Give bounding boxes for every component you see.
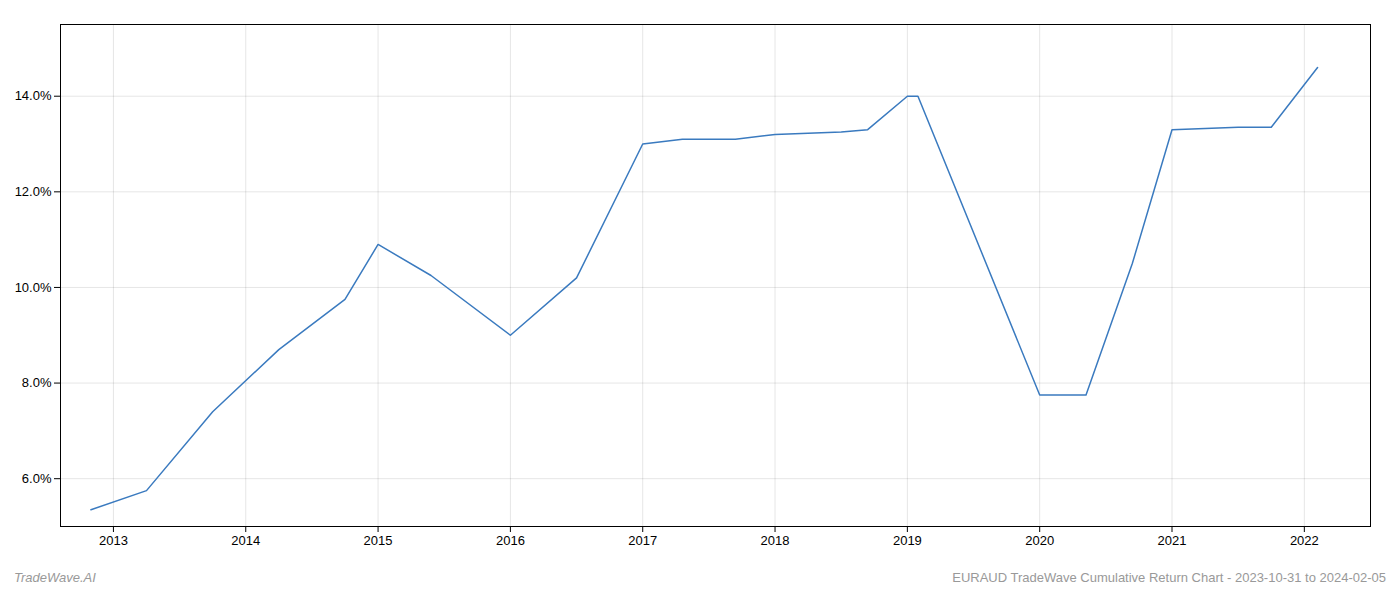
html-text:EURAUD TradeWave Cumulative Re: EURAUD TradeWave Cumulative Return Chart… — [952, 570, 1386, 585]
svg-text:2014: 2014 — [231, 533, 260, 548]
svg-text:2021: 2021 — [1158, 533, 1187, 548]
svg-text:2013: 2013 — [99, 533, 128, 548]
svg-text:2019: 2019 — [893, 533, 922, 548]
svg-text:2016: 2016 — [496, 533, 525, 548]
svg-text:2018: 2018 — [761, 533, 790, 548]
html-text:TradeWave.AI: TradeWave.AI — [14, 570, 96, 585]
svg-text:2017: 2017 — [628, 533, 657, 548]
svg-text:12.0%: 12.0% — [15, 184, 52, 199]
svg-text:14.0%: 14.0% — [15, 88, 52, 103]
svg-text:2015: 2015 — [364, 533, 393, 548]
svg-text:6.0%: 6.0% — [22, 471, 52, 486]
svg-text:8.0%: 8.0% — [22, 375, 52, 390]
svg-text:2022: 2022 — [1290, 533, 1319, 548]
svg-text:10.0%: 10.0% — [15, 280, 52, 295]
svg-text:2020: 2020 — [1025, 533, 1054, 548]
